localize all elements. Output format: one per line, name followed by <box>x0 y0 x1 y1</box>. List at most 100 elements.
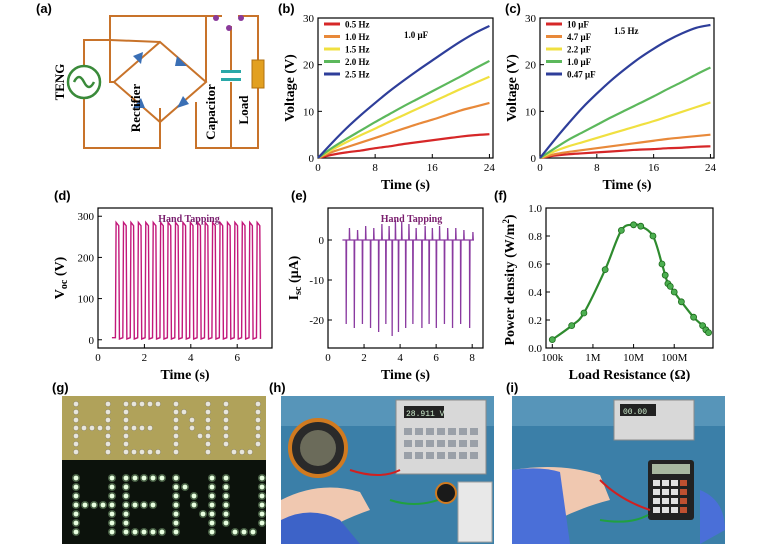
data-point <box>617 226 625 234</box>
calculator-display <box>652 464 690 474</box>
led-unlit-icon <box>123 401 129 407</box>
led-unlit-icon <box>205 401 211 407</box>
y-tick-label: 30 <box>303 13 315 25</box>
calculator-key <box>671 498 678 504</box>
meter-button <box>404 452 412 459</box>
y-axis-label: Power density (W/m2) <box>501 214 518 345</box>
led-unlit-icon <box>173 433 179 439</box>
led-unlit-icon <box>73 409 79 415</box>
x-tick-label: 8 <box>594 162 600 174</box>
led-unlit-icon <box>105 433 111 439</box>
x-tick-label: 4 <box>397 352 403 364</box>
led-lit-icon <box>82 502 88 508</box>
calculator-key <box>671 489 678 495</box>
calculator-key <box>662 498 669 504</box>
diode-icon <box>133 52 143 64</box>
diode-icon <box>177 96 189 108</box>
series-line-4.7-μF <box>539 133 711 160</box>
photo-g-led-panel <box>62 396 266 544</box>
data-point <box>658 260 666 268</box>
led-lit-icon <box>100 502 106 508</box>
y-axis-label: Voltage (V) <box>283 54 298 122</box>
led-unlit-icon <box>189 417 195 423</box>
led-lit-icon <box>223 520 229 526</box>
data-point <box>670 288 678 296</box>
led-unlit-icon <box>155 449 161 455</box>
y-tick-label: 0 <box>319 235 325 247</box>
data-point <box>601 266 609 274</box>
led-lit-icon <box>223 493 229 499</box>
led-lit-icon <box>141 529 147 535</box>
x-tick-label: 8 <box>372 162 378 174</box>
chart-annotation: Hand Tapping <box>381 214 442 225</box>
calculator-key <box>680 480 687 486</box>
led-unlit-icon <box>173 425 179 431</box>
calculator-key <box>653 480 660 486</box>
led-lit-icon <box>173 484 179 490</box>
led-lit-icon <box>141 502 147 508</box>
data-point <box>630 221 637 229</box>
data-point <box>649 232 657 240</box>
led-lit-icon <box>173 502 179 508</box>
led-lit-icon <box>173 493 179 499</box>
multimeter-display <box>620 404 656 416</box>
data-point <box>705 329 712 337</box>
led-lit-icon <box>223 502 229 508</box>
sine-wave-icon <box>72 75 96 89</box>
panel-label-d: (d) <box>54 188 71 203</box>
calculator-key <box>671 507 678 513</box>
led-lit-icon <box>209 502 215 508</box>
led-lit-icon <box>109 502 115 508</box>
chart-d-voc: 0 2 4 6 0 100 200 300 Hand Tapping Time (s) Voc (V… <box>53 207 273 383</box>
series-line-1.0-μF <box>539 66 711 159</box>
meter-button <box>448 428 456 435</box>
led-unlit-icon <box>205 425 211 431</box>
legend-label: 10 μF <box>567 20 589 30</box>
meter-button <box>448 440 456 447</box>
led-unlit-icon <box>173 417 179 423</box>
led-unlit-icon <box>147 449 153 455</box>
led-lit-icon <box>109 520 115 526</box>
y-tick-label: 0.6 <box>528 259 542 271</box>
legend-label: 4.7 μF <box>567 32 592 42</box>
legend-label: 2.2 μF <box>567 45 592 55</box>
led-unlit-icon <box>147 425 153 431</box>
calculator-key <box>653 507 660 513</box>
led-unlit-icon <box>205 409 211 415</box>
x-tick-label: 2 <box>361 352 367 364</box>
led-unlit-icon <box>73 449 79 455</box>
led-unlit-icon <box>139 425 145 431</box>
y-axis-label: Isc (μA) <box>287 255 304 300</box>
led-unlit-icon <box>73 425 79 431</box>
plot-frame <box>97 207 273 349</box>
led-lit-icon <box>209 493 215 499</box>
power-curve-line <box>551 223 710 341</box>
meter-button <box>404 440 412 447</box>
circuit-diagram: TENG Rectifier Capacitor Load <box>52 15 265 149</box>
led-unlit-icon <box>89 425 95 431</box>
capacitor-plate-icon <box>221 70 241 73</box>
led-lit-icon <box>191 502 197 508</box>
led-unlit-icon <box>105 449 111 455</box>
legend-label: 0.47 μF <box>567 70 596 80</box>
panel-label-c: (c) <box>505 1 521 16</box>
led-unlit-icon <box>205 449 211 455</box>
led-lit-icon <box>73 493 79 499</box>
capacitor-label: Capacitor <box>203 84 218 140</box>
led-unlit-icon <box>205 441 211 447</box>
calculator-key <box>662 489 669 495</box>
circuit-wires <box>83 15 259 149</box>
plot-frame <box>539 17 715 159</box>
meter-button <box>437 452 445 459</box>
x-tick-label: 16 <box>648 162 660 174</box>
led-lit-icon <box>123 529 129 535</box>
led-unlit-icon <box>105 409 111 415</box>
chart-c-voltage-capacitance: 0 8 16 24 0 10 20 30 10 μF 4.7 μF 2.2 μF 1.0 μF 0.47… <box>505 13 716 193</box>
y-tick-label: 300 <box>78 211 95 223</box>
photo-i-calculator-demo: 00.00 <box>512 396 725 544</box>
panel-label-f: (f) <box>494 188 507 203</box>
legend-label: 1.0 μF <box>567 57 592 67</box>
led-unlit-icon <box>173 441 179 447</box>
legend-label: 1.5 Hz <box>345 45 370 55</box>
y-tick-label: 10 <box>303 106 315 118</box>
